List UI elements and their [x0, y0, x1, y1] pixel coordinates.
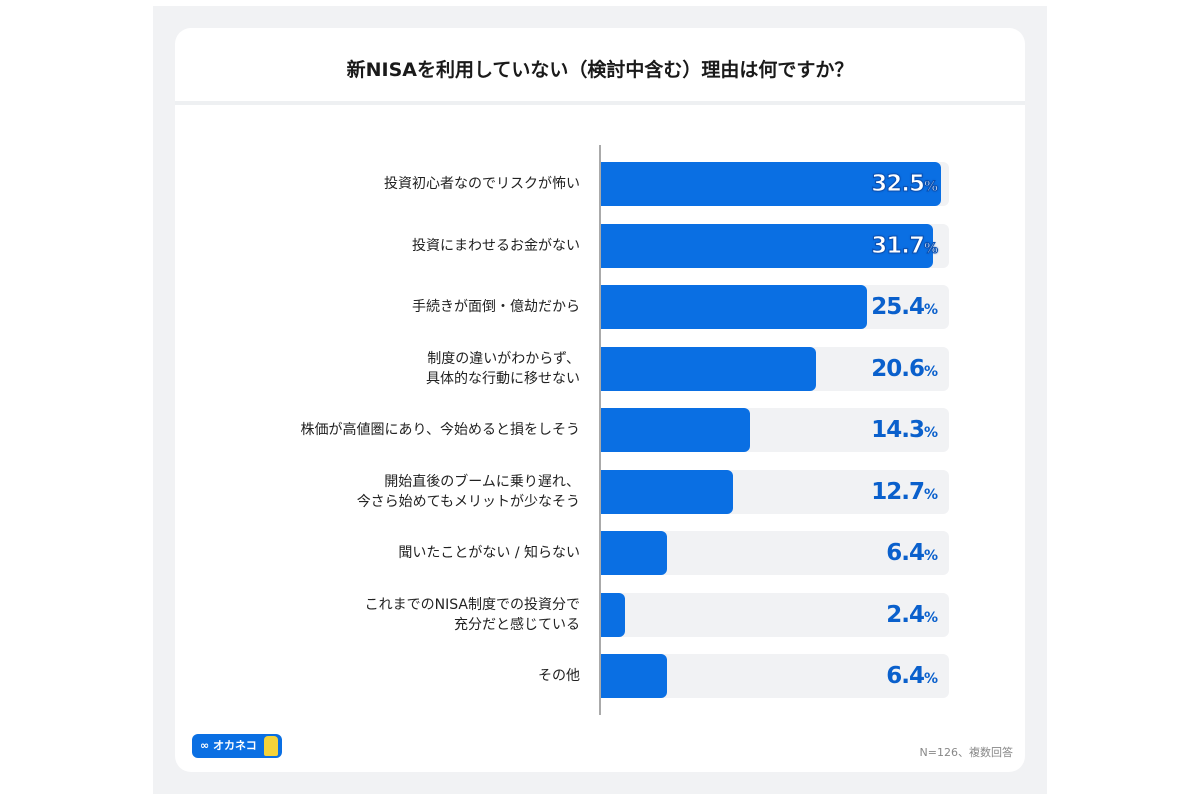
value-label: 2.4%: [886, 601, 938, 628]
bar: [600, 469, 734, 514]
value-label: 12.7%: [871, 478, 938, 505]
bar: [600, 654, 668, 698]
value-label: 32.5%: [871, 171, 939, 198]
sample-note: N=126、複数回答: [919, 746, 1013, 759]
bar-row: 制度の違いがわからず、 具体的な行動に移せない 20.6%: [175, 346, 1025, 392]
bar-row: 手続きが面倒・億劫だから 25.4%: [175, 284, 1025, 330]
bar-row: 投資にまわせるお金がない 31.7%: [175, 223, 1025, 269]
bar: [600, 592, 626, 637]
divider: [175, 101, 1025, 105]
axis-line: [599, 145, 601, 715]
cat-mascot-icon: [264, 736, 278, 756]
bar: [600, 531, 668, 575]
bar-row: 株価が高値圏にあり、今始めると損をしそう 14.3%: [175, 407, 1025, 453]
category-label: 株価が高値圏にあり、今始めると損をしそう: [300, 422, 580, 438]
bar-row: これまでのNISA制度での投資分で 充分だと感じている 2.4%: [175, 592, 1025, 638]
category-label: 制度の違いがわからず、 具体的な行動に移せない: [426, 350, 580, 387]
category-label: 聞いたことがない / 知らない: [398, 545, 580, 561]
bar: [600, 162, 942, 206]
category-label: これまでのNISA制度での投資分で 充分だと感じている: [364, 596, 580, 633]
value-label: 31.7%: [871, 232, 939, 259]
bar-row: その他 6.4%: [175, 653, 1025, 699]
category-label: 投資にまわせるお金がない: [412, 237, 580, 254]
bar: [600, 346, 817, 391]
okaneko-logo: ∞ オカネコ: [192, 734, 282, 758]
chart-title: 新NISAを利用していない（検討中含む）理由は何ですか？: [346, 59, 854, 81]
category-label: その他: [538, 668, 580, 684]
category-label: 開始直後のブームに乗り遅れ、 今さら始めてもメリットが少なそう: [356, 473, 580, 510]
category-label: 投資初心者なのでリスクが怖い: [384, 176, 580, 192]
bar-row: 聞いたことがない / 知らない 6.4%: [175, 530, 1025, 576]
bar: [600, 285, 867, 329]
value-label: 14.3%: [871, 417, 938, 443]
bar: [600, 408, 751, 452]
bar-track: [600, 592, 949, 637]
value-label: 6.4%: [886, 540, 938, 566]
value-label: 6.4%: [886, 663, 938, 689]
category-label: 手続きが面倒・億劫だから: [412, 299, 580, 315]
value-label: 20.6%: [871, 355, 938, 382]
chart-card: 新NISAを利用していない（検討中含む）理由は何ですか？ 投資初心者なのでリスク…: [175, 28, 1025, 772]
bar-row: 投資初心者なのでリスクが怖い 32.5%: [175, 161, 1025, 207]
value-label: 25.4%: [871, 294, 938, 320]
bar-row: 開始直後のブームに乗り遅れ、 今さら始めてもメリットが少なそう 12.7%: [175, 469, 1025, 515]
bar: [600, 223, 933, 268]
logo-text: ∞ オカネコ: [200, 739, 257, 752]
